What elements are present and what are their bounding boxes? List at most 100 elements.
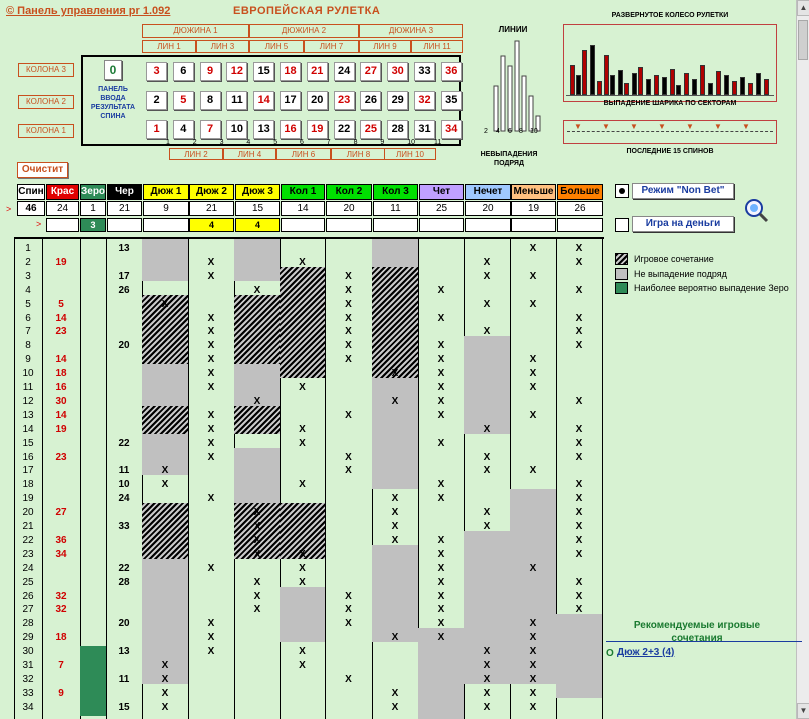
spin-black-value: 11: [118, 673, 130, 685]
number-button-17[interactable]: 17: [280, 91, 301, 110]
legend-hatch-swatch: [615, 253, 628, 265]
number-button-3[interactable]: 3: [146, 62, 167, 81]
number-button-10[interactable]: 10: [226, 120, 248, 139]
real-money-button[interactable]: Игра на деньги: [632, 216, 734, 232]
number-button-25[interactable]: 25: [360, 120, 382, 139]
number-button-19[interactable]: 19: [306, 120, 328, 139]
column-count: 20: [326, 201, 372, 216]
hit-mark-icon: X: [575, 507, 583, 519]
number-button-28[interactable]: 28: [387, 120, 409, 139]
column-header-2[interactable]: Зеро: [80, 184, 106, 200]
number-button-30[interactable]: 30: [387, 62, 409, 81]
column-header-12[interactable]: Меньше: [511, 184, 556, 200]
line-top-header[interactable]: ЛИН 11: [411, 40, 463, 53]
column-header-9[interactable]: Кол 3: [373, 184, 418, 200]
column-3-button[interactable]: КОЛОНА 3: [18, 63, 74, 77]
hit-mark-icon: X: [345, 326, 352, 338]
line-bottom-header[interactable]: ЛИН 4: [223, 148, 276, 160]
scroll-up-icon[interactable]: ▲: [797, 0, 809, 16]
number-button-29[interactable]: 29: [387, 91, 409, 110]
recommended-item-link[interactable]: Дюж 2+3 (4): [617, 647, 675, 658]
wheel-sector-bar: [748, 83, 753, 95]
number-button-26[interactable]: 26: [360, 91, 382, 110]
dozen-header-2[interactable]: ДЮЖИНА 2: [249, 24, 359, 38]
number-button-24[interactable]: 24: [333, 62, 355, 81]
line-top-header[interactable]: ЛИН 3: [196, 40, 249, 53]
column-header-5[interactable]: Дюж 2: [189, 184, 234, 200]
number-button-34[interactable]: 34: [440, 120, 462, 139]
number-button-9[interactable]: 9: [199, 62, 221, 81]
number-button-36[interactable]: 36: [440, 62, 462, 81]
app-title: ЕВРОПЕЙСКАЯ РУЛЕТКА: [233, 5, 381, 17]
hit-mark-icon: X: [575, 590, 583, 602]
column-header-13[interactable]: Больше: [557, 184, 603, 200]
number-button-14[interactable]: 14: [253, 91, 275, 110]
column-header-4[interactable]: Дюж 1: [143, 184, 189, 200]
spin-number: 5: [25, 298, 31, 310]
column-header-1[interactable]: Крас: [46, 184, 79, 200]
scroll-thumb[interactable]: [798, 20, 808, 60]
hit-mark-icon: X: [483, 256, 491, 268]
number-button-20[interactable]: 20: [306, 91, 328, 110]
number-button-35[interactable]: 35: [440, 91, 462, 110]
number-button-32[interactable]: 32: [414, 91, 435, 110]
number-button-18[interactable]: 18: [280, 62, 301, 81]
column-header-6[interactable]: Дюж 3: [235, 184, 280, 200]
line-bottom-header[interactable]: ЛИН 2: [169, 148, 223, 160]
mode-nonbet-button[interactable]: Режим "Non Bet": [632, 183, 734, 199]
last15-marker-icon: ▼: [714, 122, 722, 131]
number-button-33[interactable]: 33: [414, 62, 435, 81]
no-hit-block: [142, 364, 188, 406]
number-button-7[interactable]: 7: [199, 120, 221, 139]
number-button-27[interactable]: 27: [360, 62, 382, 81]
column-header-8[interactable]: Кол 2: [326, 184, 372, 200]
column-header-10[interactable]: Чет: [419, 184, 464, 200]
number-button-5[interactable]: 5: [172, 91, 194, 110]
dozen-header-3[interactable]: ДЮЖИНА 3: [359, 24, 463, 38]
legend-green-swatch: [615, 282, 628, 294]
hit-mark-icon: X: [345, 451, 352, 463]
line-top-header[interactable]: ЛИН 1: [142, 40, 196, 53]
vertical-scrollbar[interactable]: ▲ ▼: [796, 0, 809, 719]
number-button-8[interactable]: 8: [199, 91, 221, 110]
number-button-1[interactable]: 1: [146, 120, 167, 139]
column-2-button[interactable]: КОЛОНА 2: [18, 95, 74, 109]
line-top-header[interactable]: ЛИН 9: [359, 40, 411, 53]
line-bottom-header[interactable]: ЛИН 8: [331, 148, 386, 160]
column-header-3[interactable]: Чер: [107, 184, 142, 200]
search-icon[interactable]: [743, 197, 769, 223]
hit-mark-icon: X: [483, 298, 491, 310]
column-header-0[interactable]: Спин: [17, 184, 45, 200]
spin-red-value: 23: [55, 326, 67, 338]
last15-marker-icon: ▼: [658, 122, 666, 131]
zero-number-button[interactable]: 0: [104, 60, 122, 80]
money-checkbox[interactable]: [615, 218, 629, 232]
number-button-4[interactable]: 4: [172, 120, 194, 139]
line-bottom-header[interactable]: ЛИН 10: [384, 148, 436, 160]
scroll-down-icon[interactable]: ▼: [797, 703, 809, 719]
number-button-11[interactable]: 11: [226, 91, 248, 110]
number-button-6[interactable]: 6: [172, 62, 194, 81]
number-button-2[interactable]: 2: [146, 91, 167, 110]
dozen-header-1[interactable]: ДЮЖИНА 1: [142, 24, 249, 38]
column-header-7[interactable]: Кол 1: [281, 184, 325, 200]
line-bottom-header[interactable]: ЛИН 6: [276, 148, 331, 160]
title-link[interactable]: © Панель управления pr 1.092: [6, 5, 171, 17]
mode-radio[interactable]: [615, 184, 629, 198]
number-button-13[interactable]: 13: [253, 120, 275, 139]
number-button-15[interactable]: 15: [253, 62, 275, 81]
line-top-header[interactable]: ЛИН 7: [304, 40, 359, 53]
number-button-22[interactable]: 22: [333, 120, 355, 139]
number-button-23[interactable]: 23: [333, 91, 355, 110]
number-button-12[interactable]: 12: [226, 62, 248, 81]
column-header-11[interactable]: Нечет: [465, 184, 511, 200]
number-button-31[interactable]: 31: [414, 120, 435, 139]
spin-black-value: 11: [118, 465, 130, 477]
wheel-sector-bar: [716, 71, 721, 95]
number-button-16[interactable]: 16: [280, 120, 301, 139]
hit-mark-icon: X: [207, 451, 215, 463]
clear-button[interactable]: Очистит: [17, 162, 68, 178]
column-1-button[interactable]: КОЛОНА 1: [18, 124, 74, 138]
number-button-21[interactable]: 21: [306, 62, 328, 81]
line-top-header[interactable]: ЛИН 5: [249, 40, 304, 53]
